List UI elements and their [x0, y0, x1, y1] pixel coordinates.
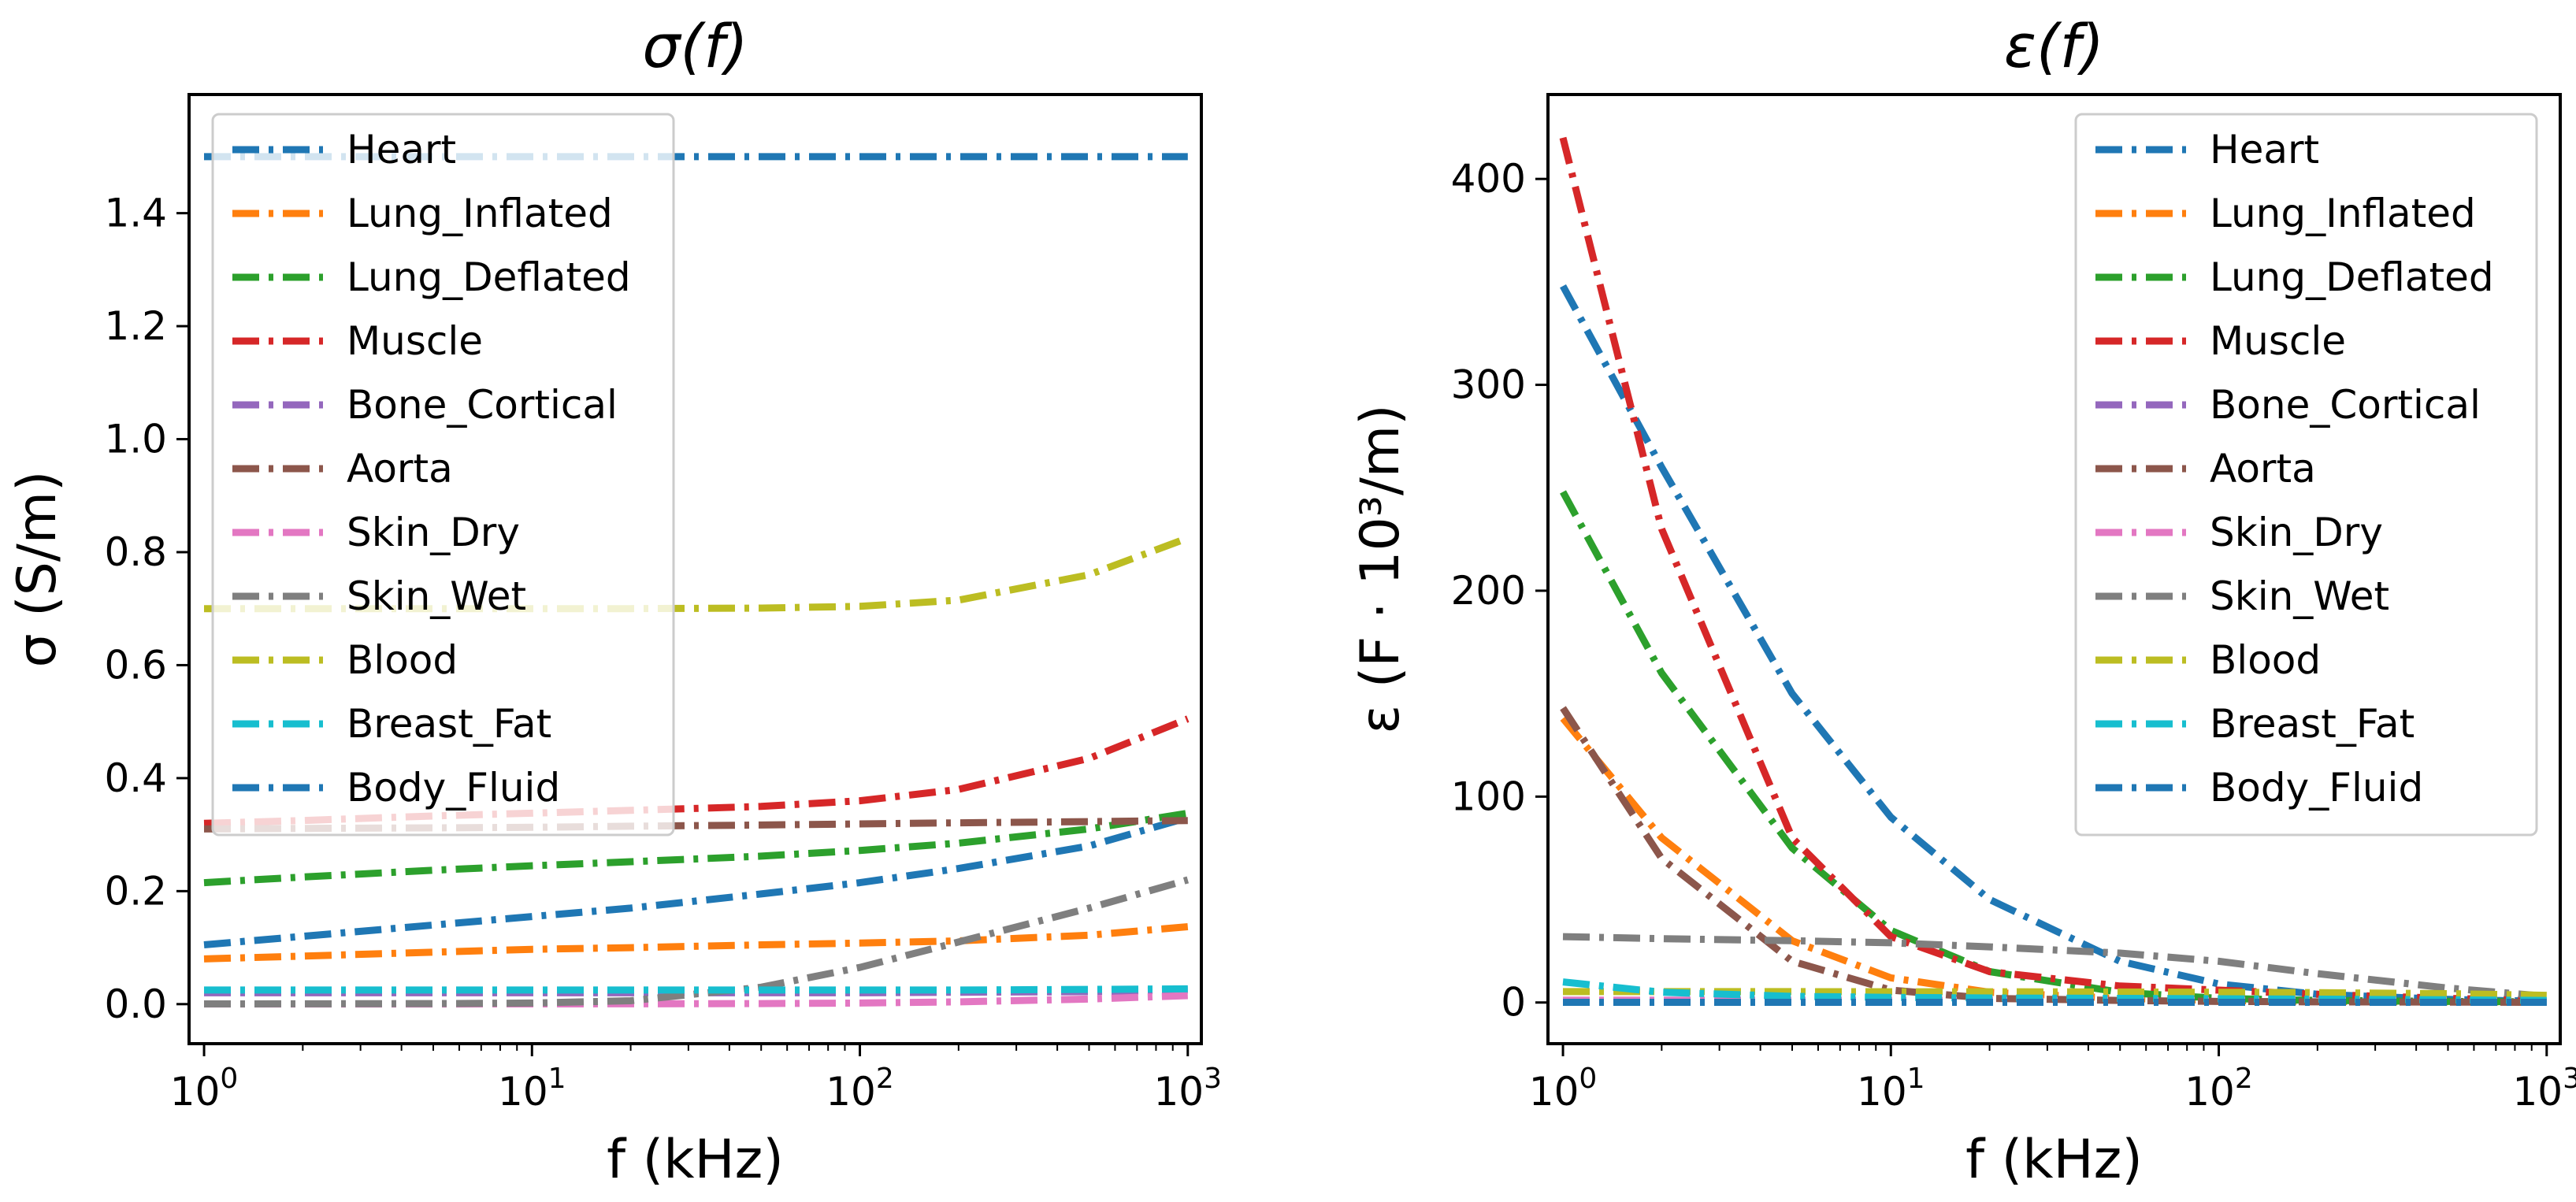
legend-label-aorta: Aorta	[2210, 446, 2316, 492]
legend: Heart Lung_Inflated Lung_Deflated Muscle Bon…	[2074, 113, 2538, 837]
x-tick-label: 102	[826, 1063, 894, 1115]
legend-box	[211, 113, 675, 837]
legend-label-skin-dry: Skin_Dry	[2210, 510, 2383, 555]
legend-label-bone-cortical: Bone_Cortical	[2210, 382, 2481, 428]
series-line-heart	[203, 814, 1190, 948]
legend-label-skin-wet: Skin_Wet	[347, 573, 526, 619]
legend-label-body-fluid: Body_Fluid	[347, 765, 560, 811]
series-line-skin-wet	[1562, 933, 2548, 1000]
legend-label-muscle: Muscle	[2210, 318, 2346, 364]
legend-label-breast-fat: Breast_Fat	[347, 701, 551, 747]
legend-label-lung-deflated: Lung_Deflated	[2210, 254, 2494, 300]
legend: Heart Lung_Inflated Lung_Deflated Muscle Bon…	[211, 113, 675, 837]
y-tick-label: 0.0	[104, 981, 167, 1027]
x-tick-label: 103	[2513, 1063, 2576, 1115]
y-tick-label: 1.4	[104, 191, 167, 236]
legend-box	[2074, 113, 2538, 837]
legend-label-heart: Heart	[347, 127, 456, 173]
legend-label-blood: Blood	[347, 637, 458, 683]
axes-frame	[1546, 93, 2562, 1045]
legend-label-blood: Blood	[2210, 637, 2321, 683]
legend-label-lung-inflated: Lung_Inflated	[347, 191, 613, 236]
y-tick-label: 0	[1501, 980, 1526, 1026]
x-tick-label: 102	[2184, 1063, 2253, 1115]
y-tick-label: 1.0	[104, 417, 167, 462]
x-tick-label: 101	[498, 1063, 566, 1115]
series-line-skin-wet	[203, 876, 1190, 1007]
x-tick-label: 100	[1529, 1063, 1598, 1115]
y-tick-label: 200	[1451, 568, 1526, 614]
series-line-lung-inflated	[203, 923, 1189, 963]
y-tick-label: 0.8	[104, 529, 167, 575]
series-group	[1559, 136, 2548, 1006]
legend-label-breast-fat: Breast_Fat	[2210, 701, 2415, 747]
legend-label-lung-deflated: Lung_Deflated	[347, 254, 631, 300]
y-tick-label: 0.4	[104, 755, 167, 801]
legend-label-bone-cortical: Bone_Cortical	[347, 382, 618, 428]
y-tick-label: 0.2	[104, 868, 167, 914]
chart-title: σ(f)	[642, 11, 748, 81]
chart-1: 100 101 102 103 0.0 0.2 0.4 0.6 0.8 1.0 1.2 1.4 σ(f)…	[6, 11, 1222, 1191]
axes-frame	[187, 93, 1203, 1045]
x-tick-label: 103	[1154, 1063, 1223, 1115]
legend-label-aorta: Aorta	[347, 446, 453, 492]
legend-label-muscle: Muscle	[347, 318, 483, 364]
y-axis-label: ε (F · 10³/m)	[1349, 404, 1412, 733]
legend-label-heart: Heart	[2210, 127, 2319, 173]
series-line-breast-fat	[204, 985, 1188, 994]
legend-label-body-fluid: Body_Fluid	[2210, 765, 2423, 811]
x-axis-label: f (kHz)	[607, 1129, 784, 1191]
chart-title: ε(f)	[2004, 11, 2104, 81]
series-line-lung-deflated	[203, 809, 1189, 887]
x-tick-label: 101	[1857, 1063, 1925, 1115]
y-tick-label: 400	[1451, 156, 1526, 202]
y-tick-label: 1.2	[104, 303, 167, 349]
x-axis-label: f (kHz)	[1965, 1129, 2143, 1191]
x-tick-label: 100	[170, 1063, 239, 1115]
y-tick-label: 100	[1451, 774, 1526, 819]
y-axis-label: σ (S/m)	[6, 470, 69, 667]
legend-label-skin-dry: Skin_Dry	[347, 510, 520, 555]
y-tick-label: 300	[1451, 362, 1526, 408]
legend-label-skin-wet: Skin_Wet	[2210, 573, 2389, 619]
y-tick-label: 0.6	[104, 642, 167, 688]
legend-label-lung-inflated: Lung_Inflated	[2210, 191, 2476, 236]
